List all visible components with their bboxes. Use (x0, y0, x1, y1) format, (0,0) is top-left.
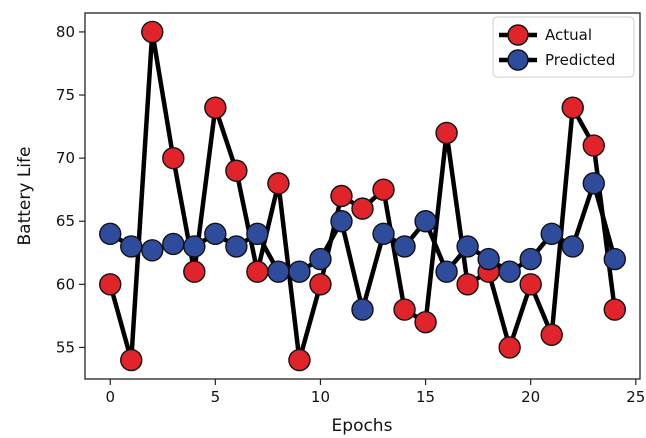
predicted-point (183, 235, 206, 258)
predicted-point (309, 247, 332, 271)
actual-point (414, 311, 437, 334)
y-tick-label: 65 (56, 212, 75, 230)
predicted-point (99, 222, 122, 246)
predicted-point (162, 232, 185, 256)
actual-point (267, 172, 290, 195)
predicted-point (498, 260, 521, 283)
legend-marker-actual (507, 24, 529, 46)
actual-point (435, 121, 458, 145)
actual-point (162, 146, 185, 170)
actual-point (330, 184, 353, 208)
series-actual (99, 20, 626, 372)
actual-point (498, 336, 521, 359)
predicted-point (330, 210, 353, 233)
predicted-point (456, 235, 479, 258)
actual-point (603, 298, 626, 321)
predicted-point (582, 172, 605, 195)
legend: Actual Predicted (492, 16, 635, 78)
x-tick-label: 10 (311, 388, 330, 406)
predicted-point (435, 260, 458, 283)
predicted-point (561, 235, 584, 258)
predicted-point (393, 235, 416, 258)
actual-point (309, 273, 332, 296)
y-tick-label: 60 (56, 275, 75, 293)
y-axis-label: Battery Life (15, 147, 35, 246)
x-tick-label: 20 (521, 388, 540, 406)
predicted-point (372, 222, 395, 246)
actual-point (351, 197, 374, 220)
x-axis-label: Epochs (332, 416, 393, 436)
y-axis: 55 60 65 70 75 80 (56, 23, 85, 356)
actual-point (288, 348, 311, 372)
x-tick-label: 0 (105, 388, 115, 406)
legend-marker-predicted (507, 49, 529, 71)
actual-point (456, 273, 479, 296)
actual-point (372, 178, 395, 201)
predicted-point (225, 235, 248, 258)
legend-label-predicted: Predicted (545, 51, 615, 69)
actual-point (225, 159, 248, 182)
predicted-point (246, 222, 269, 246)
predicted-point (204, 222, 227, 246)
y-tick-label: 55 (56, 338, 75, 356)
actual-point (519, 273, 542, 296)
y-tick-label: 80 (56, 23, 75, 41)
y-tick-label: 70 (56, 149, 75, 167)
predicted-point (267, 260, 290, 283)
legend-label-actual: Actual (545, 26, 592, 44)
predicted-point (351, 298, 374, 321)
predicted-point (141, 239, 164, 262)
actual-point (99, 273, 122, 296)
x-tick-label: 15 (416, 388, 435, 406)
actual-point (582, 134, 605, 157)
predicted-point (477, 247, 500, 271)
actual-point (120, 348, 143, 372)
actual-point (246, 260, 269, 283)
y-tick-label: 75 (56, 86, 75, 104)
x-tick-label: 5 (211, 388, 221, 406)
actual-point (141, 20, 164, 44)
predicted-point (603, 247, 626, 271)
x-tick-label: 25 (626, 388, 645, 406)
actual-point (204, 96, 227, 119)
predicted-point (540, 222, 563, 246)
series-predicted (99, 172, 626, 321)
series-layer (99, 20, 626, 372)
predicted-point (414, 210, 437, 233)
predicted-point (288, 260, 311, 283)
actual-point (393, 298, 416, 321)
actual-point (540, 323, 563, 347)
actual-point (561, 96, 584, 119)
predicted-point (519, 247, 542, 271)
x-axis: 0 5 10 15 20 25 (105, 379, 645, 406)
actual-point (183, 260, 206, 283)
predicted-point (120, 235, 143, 258)
